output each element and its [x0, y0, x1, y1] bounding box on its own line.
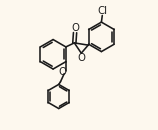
Text: O: O — [77, 53, 85, 63]
Text: O: O — [58, 67, 66, 77]
Text: O: O — [71, 23, 79, 33]
Text: Cl: Cl — [97, 6, 107, 16]
